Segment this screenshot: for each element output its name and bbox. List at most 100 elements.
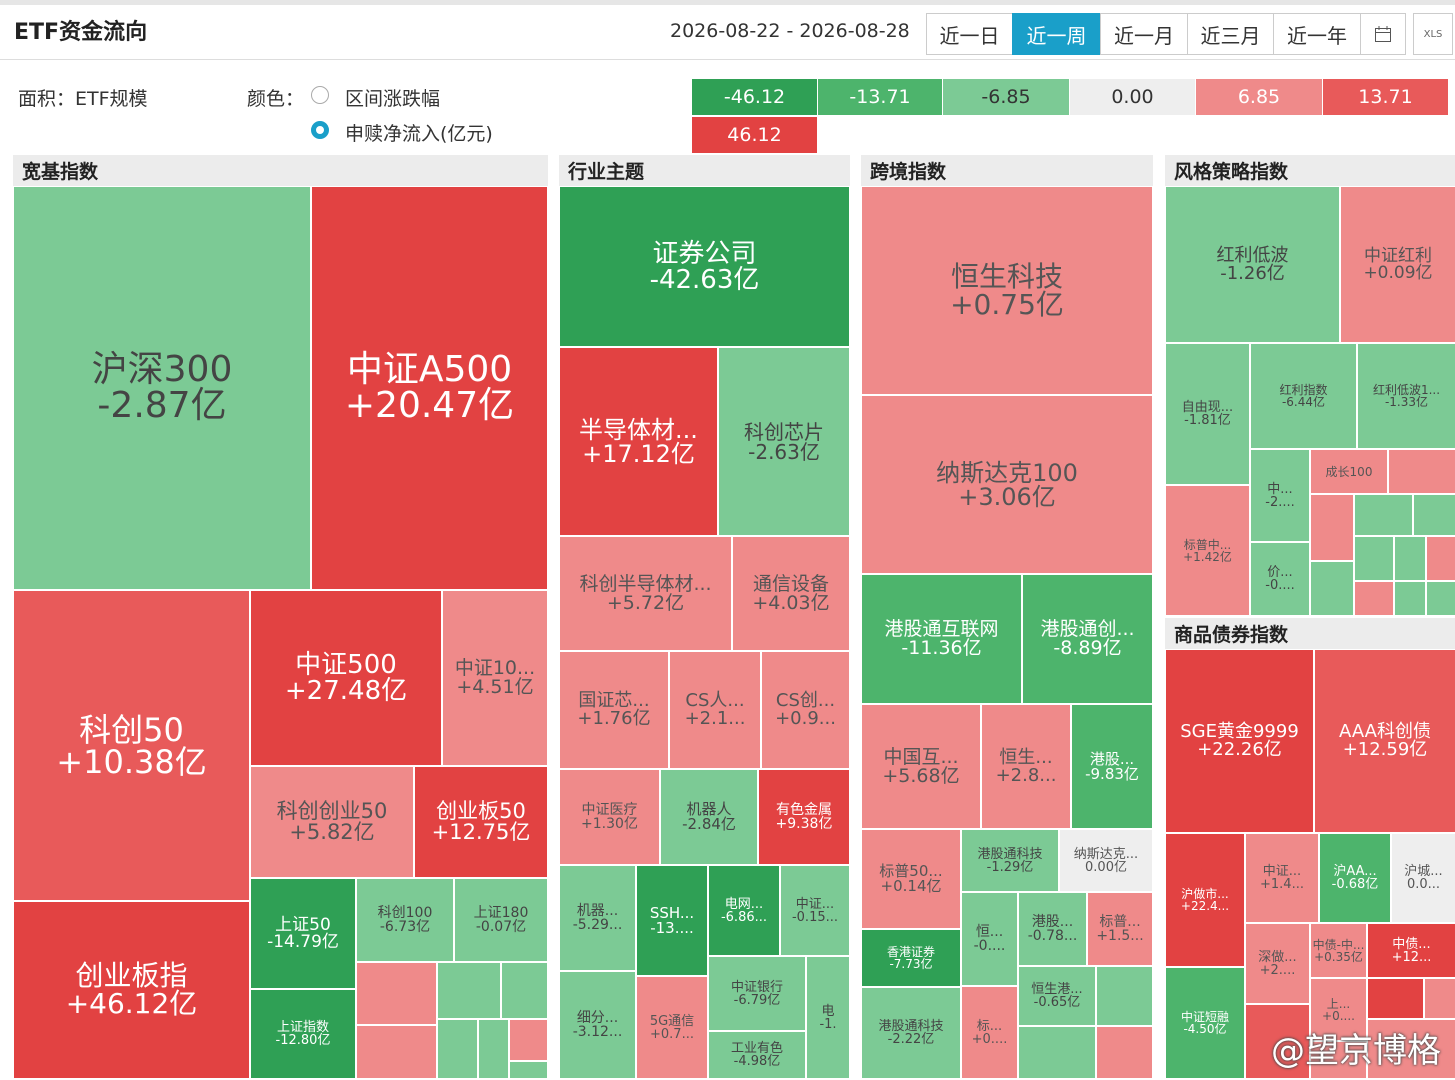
tile-name: 红利低波 [1216,244,1289,266]
treemap-tile[interactable]: 纳斯达克100 +3.06亿 [861,395,1153,574]
treemap-tile[interactable]: 沪深300 -2.87亿 [13,186,311,590]
treemap-tile[interactable]: 工业有色 -4.98亿 [708,1031,806,1079]
treemap-tile[interactable]: 上证50 -14.79亿 [250,878,356,989]
treemap-tile[interactable]: 标普50... +0.14亿 [861,829,961,929]
treemap-tile[interactable]: 上证180 -0.07亿 [454,878,548,962]
tile-name: 价... [1267,565,1293,580]
treemap-tile[interactable]: 中国互... +5.68亿 [861,704,981,829]
treemap-tile[interactable]: 证券公司 -42.63亿 [559,186,850,347]
treemap-tile[interactable]: SGE黄金9999 +22.26亿 [1165,649,1314,833]
tile-value: +0.09亿 [1363,262,1433,283]
tile-name: 香港证券 [886,945,935,959]
treemap-tile[interactable]: 中证银行 -6.79亿 [708,956,806,1031]
treemap-tile[interactable]: 红利低波 -1.26亿 [1165,186,1340,343]
treemap-tile[interactable]: 上证指数 -12.80亿 [250,989,356,1079]
treemap-tile[interactable]: 自由现... -1.81亿 [1165,343,1250,485]
treemap-tile[interactable]: 国证芯... +1.76亿 [559,651,669,769]
treemap-tile[interactable]: 恒生... +2.8... [981,704,1071,829]
treemap-tile[interactable]: 红利指数 -6.44亿 [1250,343,1357,449]
tile-name: 标... [976,1018,1003,1034]
treemap-tile[interactable]: 电 -1. [806,956,850,1079]
radio-label[interactable]: 申赎净流入(亿元) [345,123,493,145]
treemap-tile[interactable]: 中债-中... +0.35亿 [1310,923,1367,978]
treemap-tile[interactable]: 科创50 +10.38亿 [13,590,250,901]
treemap-tile[interactable]: 中证A500 +20.47亿 [311,186,548,590]
tile-value: -5.29... [572,917,623,933]
radio-checked[interactable] [311,121,329,139]
export-button[interactable]: XLS [1413,13,1453,55]
tile-name: 国证芯... [578,690,650,711]
treemap-tile[interactable]: 标普... +1.5... [1087,892,1153,966]
treemap-tile[interactable]: CS创... +0.9... [761,651,850,769]
tab[interactable]: 近一月 [1100,13,1188,55]
treemap-tile[interactable]: 中证... +1.4... [1245,833,1319,923]
treemap-tile[interactable]: 纳斯达克... 0.00亿 [1059,829,1153,892]
tile-value: -1. [819,1016,837,1032]
treemap-tile[interactable]: 红利低波1... -1.33亿 [1357,343,1455,449]
calendar-button[interactable] [1360,13,1406,55]
treemap-tile[interactable]: CS人... +2.1... [669,651,761,769]
treemap-tile [1367,978,1424,1019]
treemap-tile[interactable]: 标普中... +1.42亿 [1165,485,1250,616]
tile-name: 成长100 [1325,464,1373,479]
treemap-tile[interactable]: 中... -2.... [1250,449,1310,542]
tile-value: +5.72亿 [606,591,685,614]
radio[interactable] [311,86,329,104]
treemap-tile[interactable]: 沪做市... +22.4... [1165,833,1245,967]
tab[interactable]: 近一日 [926,13,1013,55]
treemap-tile[interactable]: 科创创业50 +5.82亿 [250,766,414,878]
treemap-tile[interactable]: 机器... -5.29... [559,865,636,971]
treemap-tile[interactable]: 上... +0.... [1310,978,1367,1041]
treemap-tile [1310,561,1354,616]
treemap-tile[interactable]: 港股... -0.78... [1018,892,1087,966]
treemap-tile[interactable]: 沪AA... -0.68亿 [1319,833,1391,923]
treemap-tile[interactable]: 标... +0.... [961,986,1018,1079]
tile-value: -13.... [650,918,694,937]
tile-value: +0.7... [650,1026,694,1042]
treemap-tile[interactable]: 中证红利 +0.09亿 [1340,186,1455,343]
treemap-tile[interactable]: 科创半导体材... +5.72亿 [559,536,732,651]
treemap-tile[interactable]: 港股通科技 -1.29亿 [961,829,1059,892]
treemap-tile[interactable]: 中证医疗 +1.30亿 [559,769,660,865]
treemap-tile[interactable]: 港股通创... -8.89亿 [1022,574,1153,704]
treemap-tile[interactable]: 恒生科技 +0.75亿 [861,186,1153,395]
treemap-tile[interactable]: 半导体材... +17.12亿 [559,347,718,536]
treemap-tile[interactable]: 中证10... +4.51亿 [442,590,548,766]
tile-value: +9.38亿 [775,816,833,832]
treemap-tile[interactable]: 港股通科技 -2.22亿 [861,987,961,1079]
tile-value: +20.47亿 [344,385,515,426]
tab-active[interactable]: 近一周 [1012,13,1101,55]
treemap-tile[interactable]: 成长100 [1310,449,1388,494]
section-header: 行业主题 [559,155,850,186]
tile-name: 港股通互联网 [884,618,999,640]
treemap-tile[interactable]: 电网... -6.86... [708,865,780,956]
treemap-tile[interactable]: 中证... -0.15... [780,865,850,956]
tile-value: -2.... [1265,494,1295,510]
treemap-tile[interactable]: 香港证券 -7.73亿 [861,929,961,987]
treemap-tile[interactable]: 科创100 -6.73亿 [356,878,454,962]
treemap-tile[interactable]: 中债... +12... [1367,923,1455,978]
treemap-tile[interactable]: 机器人 -2.84亿 [660,769,758,865]
treemap-tile[interactable]: 中证500 +27.48亿 [250,590,442,766]
tile-value: -12.80亿 [275,1033,331,1048]
treemap-tile[interactable]: 中证短融 -4.50亿 [1165,967,1245,1079]
treemap-tile[interactable]: 通信设备 +4.03亿 [732,536,850,651]
treemap-tile[interactable]: 深做... +2.... [1245,923,1310,1004]
treemap-tile[interactable]: 细分... -3.12... [559,971,636,1079]
treemap-tile[interactable]: 科创芯片 -2.63亿 [718,347,850,536]
treemap-tile[interactable]: AAA科创债 +12.59亿 [1314,649,1455,833]
treemap-tile[interactable]: 5G通信 +0.7... [636,976,708,1079]
treemap-tile[interactable]: 沪城... 0.0... [1391,833,1455,923]
legend-box: -13.71 [818,79,942,115]
treemap-tile[interactable]: 创业板50 +12.75亿 [414,766,548,878]
treemap-tile[interactable]: 恒... -0.... [961,892,1018,986]
radio-label[interactable]: 区间涨跌幅 [345,88,441,110]
treemap-tile[interactable]: 恒生港... -0.65亿 [1018,966,1096,1026]
treemap-tile[interactable]: 创业板指 +46.12亿 [13,901,250,1079]
treemap-tile[interactable]: 价... -0.... [1250,542,1310,616]
treemap-tile[interactable]: SSH... -13.... [636,865,708,976]
treemap-tile[interactable]: 港股通互联网 -11.36亿 [861,574,1022,704]
treemap-tile[interactable]: 有色金属 +9.38亿 [758,769,850,865]
tile-value: -6.44亿 [1281,395,1326,409]
treemap-tile[interactable]: 港股... -9.83亿 [1071,704,1153,829]
